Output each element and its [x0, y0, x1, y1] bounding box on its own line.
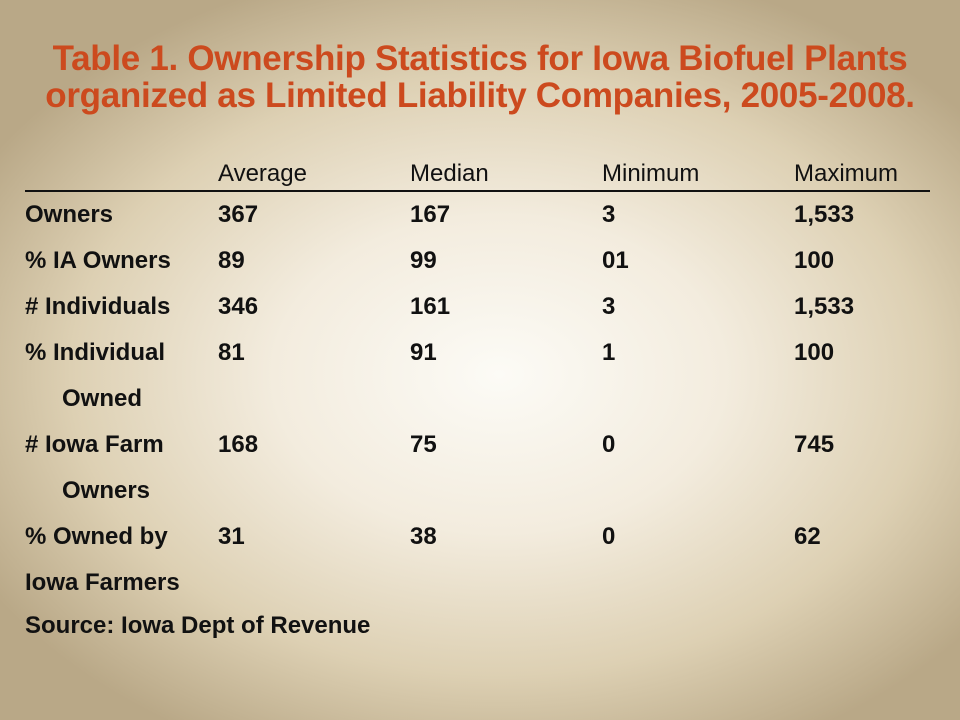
cell-maximum: 100: [794, 339, 835, 366]
header-empty: [25, 148, 218, 192]
cell-average: 168: [218, 431, 259, 458]
row-label: Owners: [25, 201, 114, 228]
cell-average: 81: [218, 339, 245, 366]
table-row: % Individual 81 91 1 100: [25, 330, 930, 376]
row-label: # Iowa Farm: [25, 431, 164, 458]
header-maximum: Maximum: [794, 148, 930, 192]
header-minimum: Minimum: [602, 148, 794, 192]
table-row: % Owned by 31 38 0 62: [25, 514, 930, 560]
cell-minimum: 0: [602, 523, 616, 550]
table-row-continuation: Owners: [25, 468, 930, 514]
ownership-stats-table: Average Median Minimum Maximum Owners 36…: [25, 148, 930, 606]
cell-maximum: 1,533: [794, 201, 855, 228]
table-row: # Individuals 346 161 3 1,533: [25, 284, 930, 330]
cell-average: 89: [218, 247, 245, 274]
table-row: Owners 367 167 3 1,533: [25, 191, 930, 238]
table-row: # Iowa Farm 168 75 0 745: [25, 422, 930, 468]
source-note: Source: Iowa Dept of Revenue: [25, 612, 371, 639]
table-row-continuation: Iowa Farmers: [25, 560, 930, 606]
header-average: Average: [218, 148, 410, 192]
cell-maximum: 62: [794, 523, 821, 550]
cell-minimum: 3: [602, 293, 616, 320]
title-line-1: Table 1. Ownership Statistics for Iowa B…: [52, 39, 908, 78]
cell-maximum: 100: [794, 247, 835, 274]
cell-median: 38: [410, 523, 437, 550]
row-label-continuation: Owners: [62, 477, 151, 504]
cell-maximum: 1,533: [794, 293, 855, 320]
row-label: % Individual: [25, 339, 166, 366]
table-header-row: Average Median Minimum Maximum: [25, 148, 930, 192]
cell-average: 31: [218, 523, 245, 550]
table-row-continuation: Owned: [25, 376, 930, 422]
cell-median: 161: [410, 293, 451, 320]
cell-minimum: 3: [602, 201, 616, 228]
cell-minimum: 1: [602, 339, 616, 366]
row-label-continuation: Iowa Farmers: [25, 569, 180, 596]
cell-minimum: 01: [602, 247, 629, 274]
cell-minimum: 0: [602, 431, 616, 458]
cell-median: 99: [410, 247, 437, 274]
cell-median: 91: [410, 339, 437, 366]
title-line-2: organized as Limited Liability Companies…: [45, 76, 915, 115]
cell-average: 346: [218, 293, 259, 320]
cell-average: 367: [218, 201, 259, 228]
table-row: % IA Owners 89 99 01 100: [25, 238, 930, 284]
cell-median: 75: [410, 431, 437, 458]
row-label: % Owned by: [25, 523, 168, 550]
slide-title: Table 1. Ownership Statistics for Iowa B…: [0, 40, 960, 114]
row-label: # Individuals: [25, 293, 171, 320]
row-label: % IA Owners: [25, 247, 171, 274]
row-label-continuation: Owned: [62, 385, 143, 412]
header-median: Median: [410, 148, 602, 192]
cell-median: 167: [410, 201, 451, 228]
cell-maximum: 745: [794, 431, 835, 458]
